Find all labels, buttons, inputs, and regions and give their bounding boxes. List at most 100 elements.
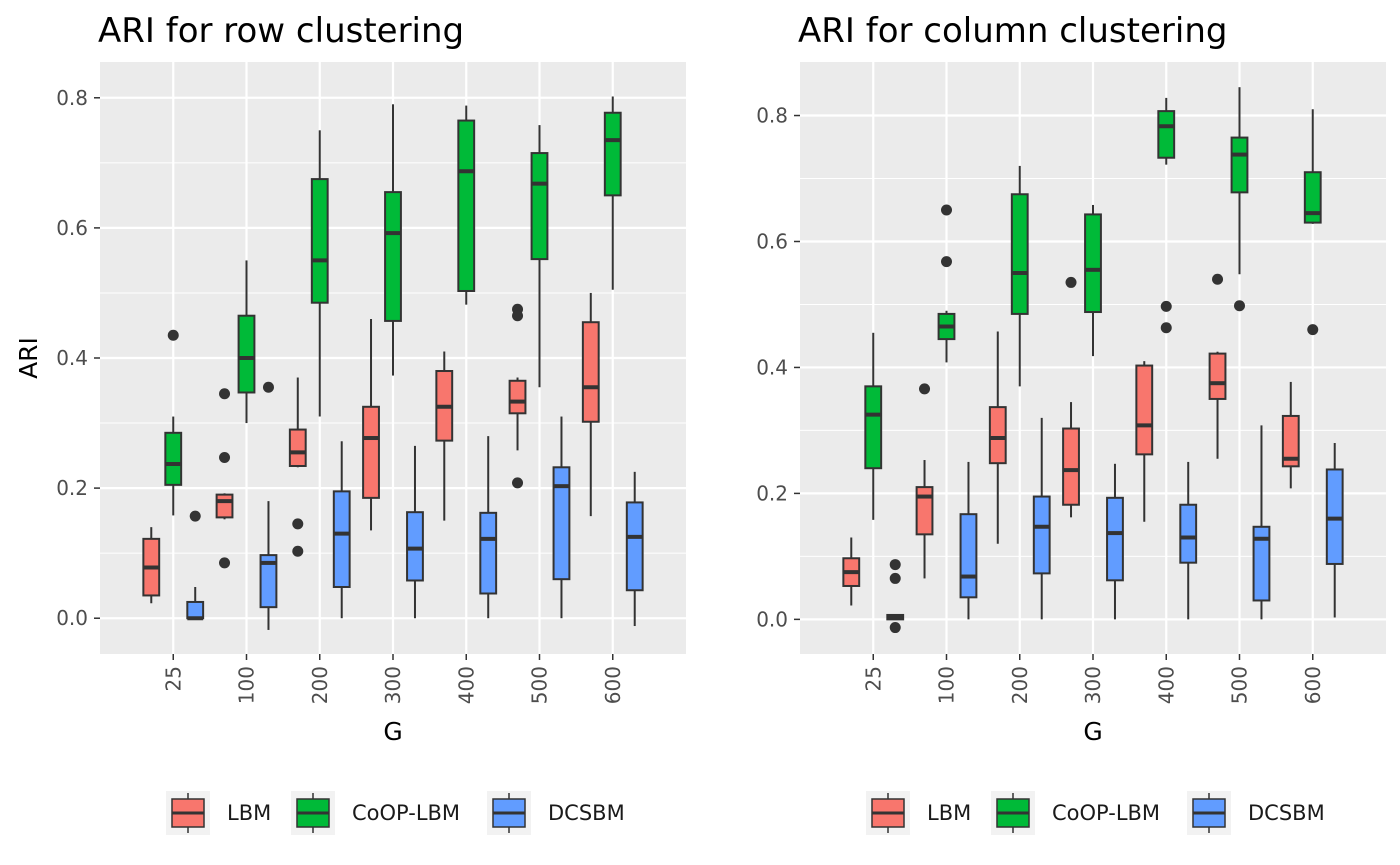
row-y-tick-label: 0.0 [56, 606, 88, 630]
outlier-point [1160, 300, 1172, 312]
box-iqr [959, 513, 978, 599]
row-box-coop-lbm-400 [457, 105, 476, 305]
column-box-dcsbm-500 [1252, 425, 1271, 620]
column-box-dcsbm-100 [959, 461, 978, 620]
outlier-point [292, 545, 304, 557]
column-box-lbm-500 [1208, 273, 1227, 459]
column-chart-legend: LBM CoOP-LBM DCSBM [866, 791, 1325, 835]
row-box-coop-lbm-200 [310, 130, 329, 417]
column-box-coop-lbm-100 [937, 204, 956, 363]
box-iqr [988, 406, 1007, 465]
column-box-lbm-100 [915, 383, 934, 579]
column-x-tick-label: 25 [861, 666, 885, 691]
column-y-tick-label: 0.6 [756, 229, 788, 253]
column-y-tick-label: 0.0 [756, 607, 788, 631]
outlier-point [219, 557, 231, 569]
box-iqr [1179, 503, 1198, 564]
outlier-point [1212, 273, 1224, 285]
column-box-dcsbm-600 [1325, 443, 1344, 618]
outlier-point [919, 383, 931, 395]
column-box-coop-lbm-300 [1084, 204, 1102, 357]
row-y-tick-label: 0.2 [56, 476, 88, 500]
column-box-dcsbm-200 [1032, 417, 1051, 620]
box-iqr [164, 431, 183, 486]
column-x-tick-label: 600 [1301, 666, 1325, 704]
column-box-coop-lbm-400 [1157, 97, 1176, 334]
row-box-lbm-600 [581, 292, 600, 517]
box-iqr [915, 486, 934, 536]
box-iqr [479, 511, 498, 595]
row-box-dcsbm-100 [259, 381, 278, 630]
column-box-coop-lbm-200 [1010, 165, 1029, 387]
column-x-tick-label: 200 [1008, 666, 1032, 704]
outlier-point [219, 388, 231, 400]
row-x-tick-label: 200 [308, 666, 332, 704]
outlier-point [1160, 322, 1172, 334]
legend-label-dcsbm: DCSBM [1248, 801, 1325, 825]
row-box-lbm-500 [508, 303, 527, 489]
row-y-tick-label: 0.6 [56, 216, 88, 240]
box-iqr [406, 511, 424, 582]
box-iqr [508, 379, 527, 415]
row-box-dcsbm-200 [332, 441, 351, 619]
row-chart-y-label: ARI [14, 337, 43, 379]
column-box-lbm-200 [988, 331, 1007, 544]
row-box-dcsbm-25 [186, 510, 205, 621]
box-iqr [864, 385, 883, 470]
row-box-coop-lbm-500 [530, 125, 549, 388]
box-iqr [288, 428, 307, 467]
column-box-lbm-25 [842, 537, 861, 606]
outlier-point [512, 310, 524, 322]
column-box-coop-lbm-500 [1230, 87, 1249, 312]
outlier-point [889, 572, 901, 584]
box-iqr [625, 501, 644, 592]
row-box-lbm-200 [288, 377, 307, 557]
box-iqr [237, 314, 256, 394]
column-box-coop-lbm-25 [864, 332, 883, 520]
column-box-dcsbm-300 [1106, 463, 1124, 620]
row-x-tick-label: 300 [381, 666, 405, 704]
column-chart-title: ARI for column clustering [798, 11, 1227, 51]
row-chart-title: ARI for row clustering [98, 11, 464, 51]
row-y-tick-label: 0.8 [56, 86, 88, 110]
column-box-dcsbm-400 [1179, 461, 1198, 620]
box-iqr [186, 600, 205, 620]
outlier-point [941, 256, 952, 268]
column-box-dcsbm-25 [886, 559, 905, 634]
column-box-lbm-300 [1062, 276, 1080, 518]
row-box-coop-lbm-600 [603, 96, 622, 290]
row-box-coop-lbm-25 [164, 329, 183, 516]
column-x-tick-label: 100 [935, 666, 959, 704]
box-iqr [581, 321, 600, 423]
legend-label-dcsbm: DCSBM [548, 801, 625, 825]
legend-label-lbm: LBM [227, 801, 271, 825]
row-box-coop-lbm-100 [237, 260, 256, 424]
column-chart-plot: 0.0 0.2 0.4 0.6 0.8 25 100 200 300 400 500 600 [756, 62, 1386, 704]
box-iqr [1281, 414, 1300, 468]
box-iqr [1010, 193, 1029, 315]
row-x-tick-label: 600 [601, 666, 625, 704]
row-box-lbm-100 [215, 388, 234, 569]
box-iqr [384, 191, 402, 322]
box-iqr [362, 405, 380, 499]
box-iqr [215, 493, 234, 519]
box-iqr [1135, 364, 1154, 456]
column-y-tick-label: 0.4 [756, 355, 788, 379]
box-iqr [1032, 495, 1051, 575]
column-box-lbm-400 [1135, 361, 1154, 522]
column-x-tick-label: 500 [1228, 666, 1252, 704]
row-x-tick-label: 100 [235, 666, 259, 704]
column-y-tick-label: 0.2 [756, 481, 788, 505]
row-y-tick-label: 0.4 [56, 346, 88, 370]
box-iqr [1230, 136, 1249, 194]
outlier-point [941, 204, 952, 216]
legend-label-coop-lbm: CoOP-LBM [352, 801, 460, 825]
outlier-point [167, 329, 179, 341]
outlier-point [512, 477, 524, 489]
box-iqr [1084, 213, 1102, 314]
row-box-dcsbm-400 [479, 436, 498, 619]
box-iqr [1062, 427, 1080, 506]
box-iqr [603, 111, 622, 197]
column-y-tick-label: 0.8 [756, 104, 788, 128]
